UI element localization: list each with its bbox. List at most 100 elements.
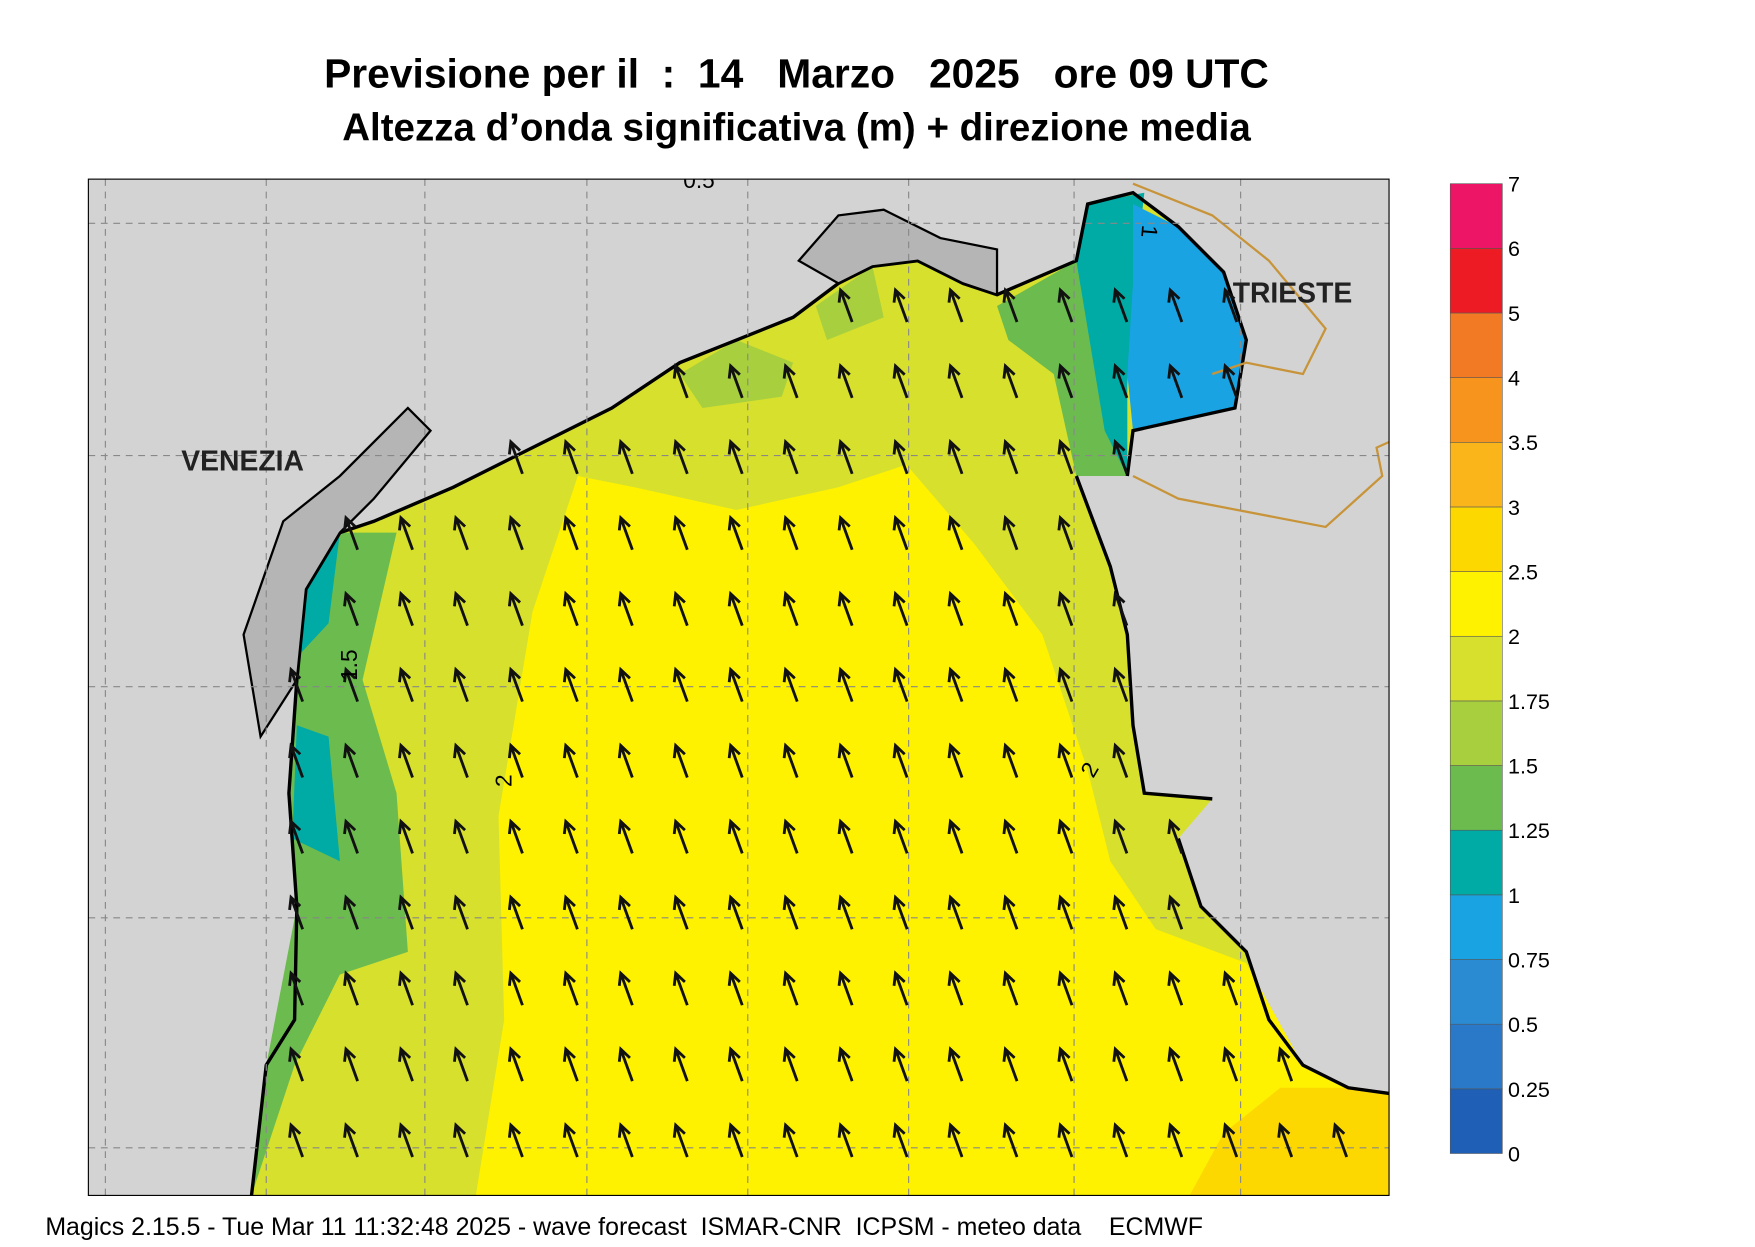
wave-arrow <box>1002 362 1019 399</box>
contour-label: 1.5 <box>336 649 362 680</box>
contour-label: 1 <box>1136 224 1163 239</box>
wave-arrow <box>1002 590 1019 627</box>
wave-arrow <box>892 590 909 627</box>
wave-arrow <box>288 666 304 703</box>
wave-arrow <box>727 894 744 930</box>
wave-arrow <box>782 894 799 930</box>
colorbar-label: 2 <box>1508 625 1520 649</box>
wave-arrow <box>617 666 634 703</box>
colorbar-bin <box>1449 506 1503 572</box>
wave-arrow <box>672 742 689 778</box>
wave-arrow <box>672 514 689 551</box>
wave-arrow <box>343 590 359 627</box>
wave-arrow <box>288 742 304 778</box>
wave-arrow <box>1057 590 1074 627</box>
wave-arrow <box>1002 894 1019 930</box>
colorbar-bin <box>1449 959 1503 1025</box>
wave-arrow <box>507 666 524 703</box>
colorbar-bin <box>1449 183 1503 249</box>
wave-arrow <box>617 1122 634 1158</box>
wave-arrow <box>617 590 634 627</box>
wave-arrow <box>672 818 689 854</box>
colorbar-label: 3 <box>1508 496 1520 520</box>
contour-label: 0.5 <box>683 167 714 193</box>
wave-arrow <box>1277 1046 1294 1082</box>
wave-arrow <box>1222 1046 1239 1082</box>
wave-arrow <box>727 362 744 399</box>
title: Previsione per il : 14 Marzo 2025 ore 09… <box>324 50 1269 96</box>
contour-labels: 0.5 1 1.5 2 2 <box>336 167 1163 787</box>
colorbar-label: 0.25 <box>1508 1078 1550 1102</box>
blue-ne <box>1127 204 1247 431</box>
wave-arrow <box>1167 818 1184 854</box>
colorbar-bin <box>1449 765 1503 831</box>
wave-arrow <box>892 362 909 399</box>
wave-arrow <box>507 514 524 551</box>
wave-arrow <box>562 742 579 778</box>
wave-arrow <box>1057 1046 1074 1082</box>
wave-arrow <box>507 818 524 854</box>
wave-arrow <box>1112 362 1129 399</box>
wave-arrow <box>453 742 469 778</box>
wave-arrow <box>343 894 359 930</box>
wave-arrow <box>892 742 909 778</box>
wave-arrow <box>453 1122 469 1158</box>
wave-arrow <box>562 818 579 854</box>
colorbar-label: 1.25 <box>1508 819 1550 843</box>
wave-arrow <box>1002 970 1019 1006</box>
place-label: TRIESTE <box>1233 278 1353 310</box>
wave-arrow <box>782 742 799 778</box>
wave-arrow <box>892 970 909 1006</box>
colorbar-bin <box>1449 1088 1503 1154</box>
wave-arrow <box>617 1046 634 1082</box>
colorbar-label: 4 <box>1508 367 1520 391</box>
wave-arrow <box>1057 514 1074 551</box>
wave-arrow <box>1057 742 1074 778</box>
wave-arrow <box>727 438 744 475</box>
wave-arrow <box>947 287 964 323</box>
wave-arrow <box>398 514 414 551</box>
wave-arrow <box>453 1046 469 1082</box>
map: 0.5 1 1.5 2 2 VENEZIA TRIESTE <box>88 167 1390 1196</box>
wave-arrow <box>892 287 909 323</box>
place-label: VENEZIA <box>181 445 304 477</box>
wave-arrow <box>1057 894 1074 930</box>
wave-arrow <box>947 970 964 1006</box>
wave-arrow <box>1002 1122 1019 1158</box>
wave-arrow <box>507 1122 524 1158</box>
wave-arrow <box>562 1122 579 1158</box>
wave-arrow <box>1057 287 1074 323</box>
wave-arrow <box>727 514 744 551</box>
wave-arrow <box>837 970 854 1006</box>
wave-arrow <box>562 970 579 1006</box>
wave-arrow <box>782 362 799 399</box>
wave-arrow <box>617 894 634 930</box>
wave-arrow <box>398 590 414 627</box>
wave-arrow <box>398 1046 414 1082</box>
wave-arrow <box>507 742 524 778</box>
wave-arrow <box>947 438 964 475</box>
wave-arrow <box>617 970 634 1006</box>
wave-arrow <box>617 438 634 475</box>
wave-arrow <box>837 362 854 399</box>
wave-arrow <box>892 818 909 854</box>
colorbar-label: 1 <box>1508 884 1520 908</box>
coastline <box>249 190 1390 1196</box>
wave-arrow <box>453 970 469 1006</box>
colorbar-bin <box>1449 312 1503 378</box>
wave-arrow <box>1057 666 1074 703</box>
colorbar-label: 1.5 <box>1508 755 1538 779</box>
wave-arrow <box>343 970 359 1006</box>
wave-arrow <box>507 1046 524 1082</box>
lagoon <box>242 208 999 740</box>
wave-arrow <box>782 1122 799 1158</box>
wave-arrow <box>617 514 634 551</box>
wave-arrow <box>1112 970 1129 1006</box>
wave-arrow <box>507 894 524 930</box>
wave-arrow <box>1222 970 1239 1006</box>
colorbar-bin <box>1449 1023 1503 1090</box>
wave-arrow <box>672 1122 689 1158</box>
wave-arrow <box>1057 438 1074 475</box>
wave-arrow <box>1222 1122 1239 1158</box>
wave-arrow <box>398 970 414 1006</box>
